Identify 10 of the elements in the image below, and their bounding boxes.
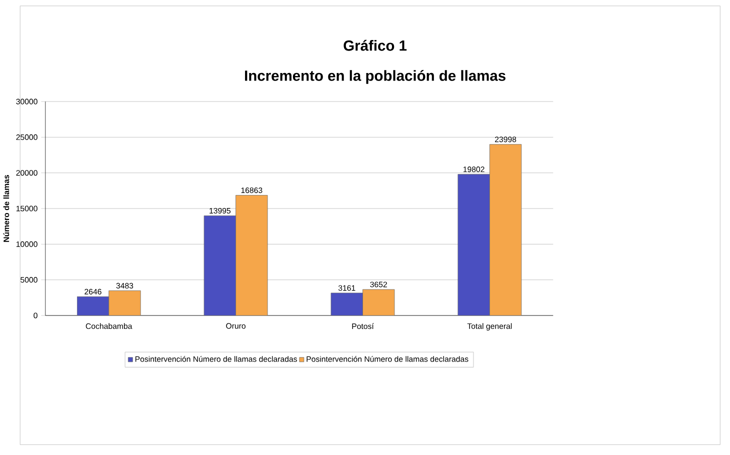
chart-subtitle: Incremento en la población de llamas <box>245 70 506 84</box>
bar <box>236 195 268 316</box>
bar <box>204 216 236 316</box>
bar <box>108 290 141 316</box>
chart-title: Gráfico 1 <box>344 40 407 52</box>
bar <box>489 144 522 316</box>
bar <box>330 292 363 316</box>
bar <box>76 296 110 316</box>
bar <box>458 174 490 316</box>
bar <box>362 289 395 316</box>
